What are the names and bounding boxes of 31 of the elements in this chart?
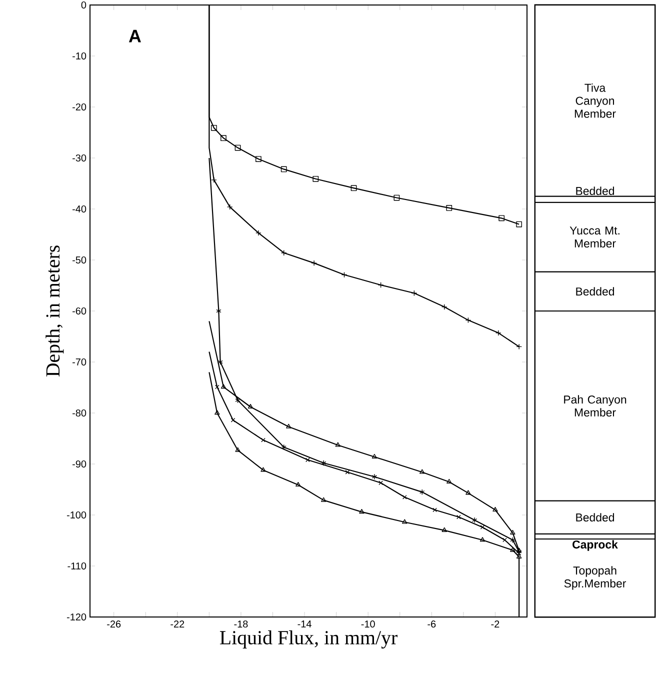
y-tick-label: -10 <box>72 52 86 60</box>
x-tick-label: -6 <box>428 620 436 628</box>
series-label: Topopah Spr.Member <box>564 566 626 590</box>
x-tick-label: -26 <box>107 620 121 628</box>
x-axis-title: Liquid Flux, in mm/yr <box>220 630 398 649</box>
series-label: Bedded <box>576 513 614 522</box>
y-tick-label: -70 <box>72 358 86 366</box>
series-label: Caprock <box>572 540 618 551</box>
series-label: Pah Canyon Member <box>564 395 626 417</box>
series-label: Yucca Mt. Member <box>570 226 620 248</box>
y-tick-label: -50 <box>72 256 86 264</box>
y-tick-label: -20 <box>72 103 86 111</box>
y-tick-label: -30 <box>72 154 86 162</box>
y-axis-title: Depth, in meters <box>46 246 64 377</box>
x-tick-label: -18 <box>234 620 248 628</box>
x-tick-label: -2 <box>491 620 500 628</box>
series-label: Tiva Canyon Member <box>574 83 616 118</box>
x-tick-label: -22 <box>170 620 184 628</box>
series-label: Bedded <box>576 287 614 296</box>
y-tick-label: 0 <box>81 1 86 9</box>
y-tick-label: -80 <box>72 409 86 417</box>
series-label: Bedded <box>576 186 614 196</box>
y-tick-label: -110 <box>68 562 86 570</box>
y-tick-label: -120 <box>66 613 86 621</box>
x-tick-label: -14 <box>298 620 312 628</box>
y-tick-label: -40 <box>72 205 86 213</box>
y-tick-label: -100 <box>66 511 86 519</box>
y-tick-label: -90 <box>72 460 86 468</box>
annotation: A <box>128 30 141 42</box>
y-tick-label: -60 <box>72 307 86 315</box>
x-tick-label: -10 <box>361 620 375 628</box>
